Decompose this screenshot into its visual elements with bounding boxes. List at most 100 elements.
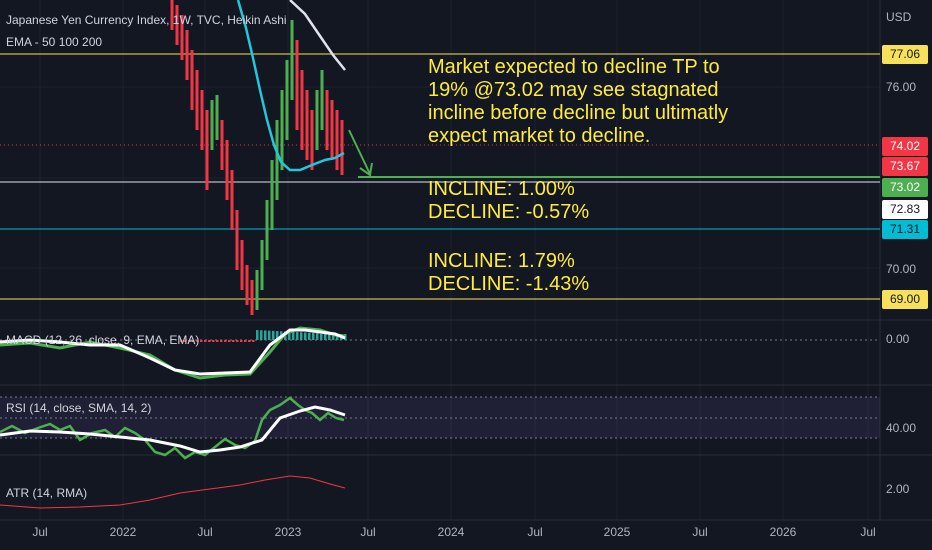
candle [285,60,289,140]
macd-histogram-bar [264,330,267,340]
macd-histogram-bar [184,340,187,342]
candle [250,280,254,315]
candle [175,5,179,45]
candle [240,240,244,290]
price-tag[interactable]: 69.00 [882,290,928,309]
candle [210,100,214,150]
macd-histogram-bar [300,332,303,340]
currency-label: USD [886,10,912,24]
price-tag[interactable]: 71.31 [882,220,928,239]
macd-histogram-bar [272,330,275,340]
scenario-two-note[interactable]: INCLINE: 1.79% DECLINE: -1.43% [428,250,590,295]
candle [220,120,224,170]
candle [230,170,234,230]
candle [270,160,274,230]
candle [265,200,269,260]
macd-histogram-bar [332,334,335,340]
time-label: 2024 [437,525,465,539]
atr-legend[interactable]: ATR (14, RMA) [6,486,88,500]
macd-histogram-bar [312,332,315,340]
candle [245,265,249,305]
macd-histogram-bar [304,332,307,340]
macd-histogram-bar [268,330,271,340]
price-tag[interactable]: 72.83 [882,200,928,219]
candle [305,90,309,160]
time-label: Jul [197,525,213,539]
candle [335,110,339,170]
macd-histogram-bar [240,340,243,342]
atr-line [0,475,346,509]
price-tag[interactable]: 74.02 [882,137,928,156]
macd-histogram-bar [208,340,211,342]
candle [215,95,219,140]
macd-histogram-bar [204,340,207,342]
candle [310,110,314,170]
macd-pane [0,326,880,380]
macd-histogram-bar [336,334,339,340]
price-tag[interactable]: 77.06 [882,45,928,64]
ema-100-line [289,0,346,71]
macd-histogram-bar [260,330,263,340]
candle [295,40,299,130]
ema-legend[interactable]: EMA - 50 100 200 [6,35,103,49]
candle [255,270,259,310]
macd-histogram-bar [324,334,327,340]
scenario-one-note[interactable]: INCLINE: 1.00% DECLINE: -0.57% [428,178,590,223]
candle [290,20,294,100]
candle [320,70,324,130]
candle [330,100,334,160]
rsi-legend[interactable]: RSI (14, close, SMA, 14, 2) [6,401,152,415]
forecast-note[interactable]: Market expected to decline TP to 19% @73… [428,56,729,147]
time-label: Jul [692,525,708,539]
candle [300,70,304,150]
macd-histogram-bar [188,340,191,342]
macd-histogram-bar [256,330,259,340]
symbol-title[interactable]: Japanese Yen Currency Index, 1W, TVC, He… [6,13,287,27]
time-label: Jul [860,525,876,539]
macd-histogram-bar [192,340,195,342]
macd-histogram-bar [196,340,199,342]
candle [235,210,239,270]
rsi-pane [0,396,880,460]
price-tag[interactable]: 73.02 [882,178,928,197]
candle [195,70,199,130]
macd-histogram-bar [212,340,215,342]
time-label: 2026 [769,525,797,539]
macd-histogram-bar [316,333,319,340]
time-label: 2022 [109,525,137,539]
candle [340,120,344,175]
price-label-76: 76.00 [886,80,917,94]
candle [170,0,174,30]
candle [260,240,264,290]
macd-histogram-bar [236,340,239,342]
macd-histogram-bar [228,340,231,342]
price-tag[interactable]: 73.67 [882,157,928,176]
candle [225,140,229,200]
macd-histogram-bar [288,331,291,340]
macd-histogram-bar [328,334,331,340]
macd-histogram-bar [296,332,299,340]
heikin-ashi-candles [170,0,344,315]
candle [315,90,319,150]
macd-histogram-bar [308,332,311,340]
rsi-axis-label: 40.00 [886,421,917,435]
time-label: Jul [360,525,376,539]
macd-legend[interactable]: MACD (12, 26, close, 9, EMA, EMA) [6,333,200,347]
time-label: 2023 [274,525,302,539]
macd-axis-label: 0.00 [886,332,910,346]
candle [200,90,204,150]
macd-histogram-bar [276,331,279,340]
macd-histogram-bar [216,340,219,342]
macd-histogram-bar [244,340,247,342]
time-label: Jul [32,525,48,539]
candle [275,120,279,200]
candle [190,50,194,110]
forecast-arrow[interactable] [348,129,373,177]
macd-histogram-bar [200,340,203,342]
candle [185,30,189,80]
price-label-70: 70.00 [886,262,917,276]
ema-50-line [236,0,345,172]
time-label: Jul [527,525,543,539]
macd-histogram-bar [320,334,323,340]
